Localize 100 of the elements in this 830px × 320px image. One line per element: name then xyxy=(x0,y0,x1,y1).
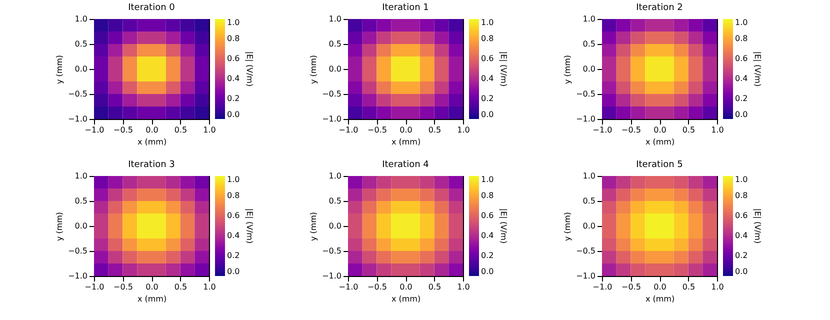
y-tick-label: −0.5 xyxy=(322,90,342,98)
y-tick-label: −1.0 xyxy=(68,114,88,124)
y-tick-label: 0.5 xyxy=(328,196,342,206)
y-tick-label: 1.0 xyxy=(74,14,88,24)
y-tick-label: 1.0 xyxy=(582,14,596,24)
y-axis-title: y (mm) xyxy=(563,212,572,242)
x-tick-label: −1.0 xyxy=(84,126,104,134)
chart-title: Iteration 2 xyxy=(636,3,683,13)
color-bar-label: 0.0 xyxy=(735,267,748,276)
y-tick-label: −0.5 xyxy=(68,90,88,98)
color-bar-label: 0.2 xyxy=(227,251,240,260)
y-tick-label: −0.5 xyxy=(68,246,88,256)
color-bar-label: 0.6 xyxy=(227,211,240,220)
x-tick-label: 1.0 xyxy=(203,126,216,134)
y-axis-title: y (mm) xyxy=(55,212,64,242)
color-bar-label: 0.8 xyxy=(227,191,240,200)
color-bar-label: 0.2 xyxy=(227,94,240,103)
y-axis-title: y (mm) xyxy=(55,54,64,84)
color-bar-label: 0.8 xyxy=(735,191,748,200)
x-tick-label: −0.5 xyxy=(368,282,387,292)
chart-title: Iteration 0 xyxy=(128,3,176,13)
x-tick-label: −1.0 xyxy=(592,126,612,134)
x-tick-label: 0.0 xyxy=(400,126,412,134)
y-tick-label: 1.0 xyxy=(582,172,596,180)
x-tick-label: 1.0 xyxy=(711,282,724,292)
color-bar-label: 1.0 xyxy=(481,18,494,27)
x-tick-label: 0.5 xyxy=(174,282,188,292)
x-tick-label: 0.0 xyxy=(146,126,158,134)
chart-title: Iteration 3 xyxy=(128,160,175,170)
x-tick-label: 0.5 xyxy=(428,126,442,134)
y-tick-label: 0.5 xyxy=(582,196,596,206)
y-tick-label: 0.5 xyxy=(74,40,88,48)
color-bar-label: 0.2 xyxy=(735,251,748,260)
x-axis-title: x (mm) xyxy=(645,294,675,304)
x-axis-title: x (mm) xyxy=(645,138,675,146)
x-tick-label: 0.5 xyxy=(428,282,442,292)
x-tick-label: 0.5 xyxy=(682,126,696,134)
color-bar-label: 0.0 xyxy=(735,110,748,119)
x-axis-title: x (mm) xyxy=(137,294,167,304)
x-tick-label: 1.0 xyxy=(711,126,724,134)
color-bar-label: 1.0 xyxy=(735,18,748,27)
y-tick-label: −0.5 xyxy=(322,246,342,256)
color-bar-label: 0.6 xyxy=(227,54,240,63)
x-tick-label: 0.0 xyxy=(654,126,666,134)
y-tick-label: 0.0 xyxy=(74,64,88,74)
color-bar-title: |E| (V/m) xyxy=(245,208,254,244)
color-bar-label: 1.0 xyxy=(735,175,748,184)
color-bar-label: 0.6 xyxy=(481,211,494,220)
y-tick-label: 0.0 xyxy=(328,64,342,74)
color-bar-label: 0.6 xyxy=(735,211,748,220)
chart-title: Iteration 4 xyxy=(382,160,430,170)
color-bar-label: 0.2 xyxy=(735,94,748,103)
y-tick-label: 1.0 xyxy=(328,14,342,24)
x-tick-label: −1.0 xyxy=(592,282,612,292)
y-tick-label: −1.0 xyxy=(322,114,342,124)
color-bar-label: 0.4 xyxy=(735,74,748,83)
x-tick-label: 1.0 xyxy=(457,126,470,134)
y-axis-title: y (mm) xyxy=(309,54,318,84)
y-tick-label: −1.0 xyxy=(576,114,596,124)
color-bar-label: 0.4 xyxy=(735,231,748,240)
y-tick-label: 0.5 xyxy=(74,196,88,206)
color-bar-label: 0.4 xyxy=(227,74,240,83)
x-axis-title: x (mm) xyxy=(391,138,421,146)
y-tick-label: −1.0 xyxy=(322,272,342,280)
x-tick-label: −0.5 xyxy=(622,126,641,134)
y-axis-title: y (mm) xyxy=(309,212,318,242)
y-tick-label: 0.0 xyxy=(582,222,596,230)
y-tick-label: −0.5 xyxy=(576,90,596,98)
x-tick-label: −1.0 xyxy=(338,282,358,292)
x-tick-label: 0.0 xyxy=(146,282,158,292)
y-tick-label: 0.5 xyxy=(582,40,596,48)
x-tick-label: 1.0 xyxy=(457,282,470,292)
x-axis-title: x (mm) xyxy=(137,138,167,146)
color-bar-label: 0.8 xyxy=(481,191,494,200)
x-tick-label: −0.5 xyxy=(368,126,387,134)
color-bar-title: |E| (V/m) xyxy=(245,51,254,87)
x-tick-label: 0.0 xyxy=(654,282,666,292)
color-bar-title: |E| (V/m) xyxy=(753,51,762,87)
x-tick-label: −0.5 xyxy=(114,126,133,134)
x-tick-label: 0.5 xyxy=(174,126,188,134)
y-tick-label: 0.0 xyxy=(74,222,88,230)
color-bar-label: 1.0 xyxy=(227,175,240,184)
color-bar-label: 0.6 xyxy=(481,54,494,63)
y-tick-label: 0.0 xyxy=(328,222,342,230)
color-bar-label: 0.8 xyxy=(481,34,494,43)
x-tick-label: 0.5 xyxy=(682,282,696,292)
y-axis-title: y (mm) xyxy=(563,54,572,84)
color-bar-label: 0.0 xyxy=(481,110,494,119)
x-tick-label: −0.5 xyxy=(622,282,641,292)
color-bar-title: |E| (V/m) xyxy=(753,208,762,244)
color-bar-title: |E| (V/m) xyxy=(499,208,508,244)
color-bar-label: 0.4 xyxy=(481,74,494,83)
y-tick-label: 1.0 xyxy=(74,172,88,180)
color-bar-title: |E| (V/m) xyxy=(499,51,508,87)
color-bar-label: 0.4 xyxy=(227,231,240,240)
x-axis-title: x (mm) xyxy=(391,294,421,304)
color-bar-label: 0.4 xyxy=(481,231,494,240)
y-tick-label: −0.5 xyxy=(576,246,596,256)
chart-title: Iteration 1 xyxy=(382,3,429,13)
y-tick-label: −1.0 xyxy=(68,272,88,280)
